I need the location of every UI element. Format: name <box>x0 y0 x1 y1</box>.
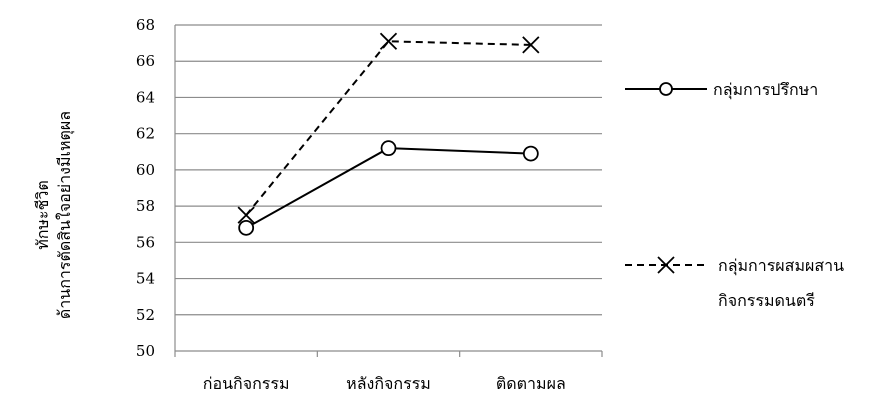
legend-x-marker-icon <box>657 256 675 274</box>
y-tick-label-58: 58 <box>136 197 155 215</box>
x-marker-stroke <box>379 32 398 50</box>
y-tick-label-52: 52 <box>136 306 155 324</box>
series-1-line <box>245 40 531 216</box>
y-tick-label-54: 54 <box>136 270 155 288</box>
y-tick-label-64: 64 <box>136 88 155 106</box>
y-tick-label-62: 62 <box>136 125 155 143</box>
x-category-label-2: ติดตามผล <box>496 374 566 393</box>
x-marker-stroke <box>522 36 540 54</box>
series-0-point-1 <box>380 140 397 157</box>
legend-item-music: กลุ่มการผสมผสาน กิจกรรมดนตรี <box>625 256 844 310</box>
series-0-point-2 <box>522 145 539 162</box>
legend-circle-marker-icon <box>659 82 673 96</box>
legend-label-music-line-1: กลุ่มการผสมผสาน <box>718 256 844 276</box>
y-tick-label-50: 50 <box>136 342 155 360</box>
x-category-label-0: ก่อนกิจกรรม <box>203 374 290 393</box>
legend: กลุ่มการปรึกษา กลุ่มการผสมผสาน กิจกรรมดน… <box>625 80 844 310</box>
series-0-line <box>245 147 531 229</box>
legend-label-music-line-2: กิจกรรมดนตรี <box>718 291 815 310</box>
x-axis-categories: ก่อนกิจกรรม หลังกิจกรรม ติดตามผล <box>203 374 566 393</box>
series-1 <box>237 32 540 224</box>
y-tick-label-68: 68 <box>136 16 155 34</box>
gridlines <box>175 24 602 316</box>
y-tick-label-56: 56 <box>136 233 155 251</box>
y-axis-title-line-2: ด้านการตัดสินใจอย่างมีเหตุผล <box>55 111 75 319</box>
legend-label-counseling: กลุ่มการปรึกษา <box>713 80 818 100</box>
series-1-point-2 <box>522 36 540 54</box>
x-category-label-1: หลังกิจกรรม <box>346 374 431 393</box>
y-axis-ticks: 50 52 54 56 58 60 62 64 66 68 <box>136 16 155 360</box>
series-group <box>237 32 540 236</box>
y-axis-title: ทักษะชีวิต ด้านการตัดสินใจอย่างมีเหตุผล <box>33 111 75 319</box>
series-1-point-1 <box>379 32 398 50</box>
series-0 <box>238 140 539 236</box>
y-axis-title-line-1: ทักษะชีวิต <box>33 180 52 250</box>
y-tick-label-66: 66 <box>136 52 155 70</box>
series-0-point-0 <box>238 219 255 236</box>
x-marker-stroke <box>237 206 255 224</box>
y-tick-label-60: 60 <box>136 161 155 179</box>
legend-item-counseling: กลุ่มการปรึกษา <box>625 80 818 100</box>
series-1-point-0 <box>237 206 255 224</box>
axes <box>174 25 603 357</box>
